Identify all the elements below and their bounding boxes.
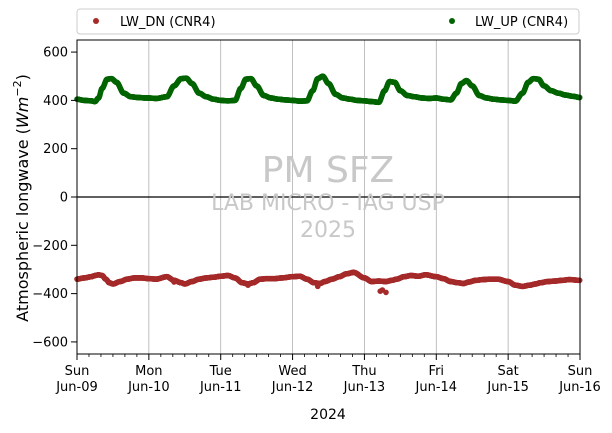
- x-tick-label-day: Tue: [209, 364, 232, 379]
- legend-marker-lw-up: [449, 18, 455, 24]
- data-point-outlier: [171, 279, 177, 285]
- legend-frame: [76, 8, 580, 35]
- y-tick-label: −600: [32, 335, 68, 350]
- y-tick-label: 0: [60, 191, 68, 206]
- watermark-org: LAB MICRO - IAG USP: [211, 191, 445, 216]
- legend-label-lw-up: LW_UP (CNR4): [475, 15, 568, 30]
- x-tick-label-day: Wed: [278, 364, 306, 379]
- data-point-outlier: [314, 283, 321, 290]
- x-axis-label: 2024: [310, 407, 346, 423]
- y-axis-label-prefix: Atmospheric longwave (: [13, 128, 32, 322]
- x-tick-label-day: Mon: [135, 364, 162, 379]
- y-tick-label: 600: [43, 46, 68, 61]
- watermark-year: 2025: [300, 218, 356, 243]
- legend: LW_DN (CNR4) LW_UP (CNR4): [76, 8, 580, 35]
- x-tick-label-date: Jun-12: [271, 380, 314, 395]
- y-tick-label: 400: [43, 94, 68, 109]
- series-lw-up: [74, 73, 583, 106]
- y-tick-label: −200: [32, 239, 68, 254]
- series-lw-dn: [74, 269, 583, 296]
- x-tick-label-day: Sun: [65, 364, 90, 379]
- data-point-outlier: [383, 289, 389, 296]
- legend-label-lw-dn: LW_DN (CNR4): [120, 15, 216, 30]
- data-point-outlier: [245, 282, 251, 288]
- x-tick-label-date: Jun-11: [199, 380, 242, 395]
- x-tick-label-date: Jun-13: [343, 380, 386, 395]
- y-axis: 600 400 200 0 −200 −400 −600: [32, 46, 77, 350]
- y-axis-label-unit-exp: −2: [11, 80, 24, 96]
- x-tick-label-date: Jun-14: [415, 380, 458, 395]
- x-tick-label-day: Thu: [351, 364, 376, 379]
- x-tick-label-day: Sun: [568, 364, 593, 379]
- y-axis-label-unit-w: W: [13, 111, 32, 128]
- y-axis-label-suffix: ): [13, 74, 32, 80]
- x-tick-label-date: Jun-15: [486, 380, 529, 395]
- y-axis-label: Atmospheric longwave (Wm−2): [11, 74, 32, 322]
- y-axis-label-unit-m: m: [13, 97, 32, 113]
- plot-area: PM SFZ LAB MICRO - IAG USP 2025: [74, 39, 583, 355]
- x-tick-label-day: Fri: [429, 364, 445, 379]
- data-point-outlier: [377, 288, 384, 295]
- y-tick-label: 200: [43, 142, 68, 157]
- legend-marker-lw-dn: [93, 18, 99, 24]
- y-tick-label: −400: [32, 287, 68, 302]
- x-tick-label-day: Sat: [497, 364, 518, 379]
- x-axis: SunJun-09MonJun-10TueJun-11WedJun-12ThuJ…: [55, 354, 601, 395]
- x-tick-label-date: Jun-16: [558, 380, 601, 395]
- watermark-title: PM SFZ: [262, 150, 394, 191]
- x-tick-label-date: Jun-09: [55, 380, 98, 395]
- watermark: PM SFZ LAB MICRO - IAG USP 2025: [211, 150, 445, 243]
- x-tick-label-date: Jun-10: [127, 380, 170, 395]
